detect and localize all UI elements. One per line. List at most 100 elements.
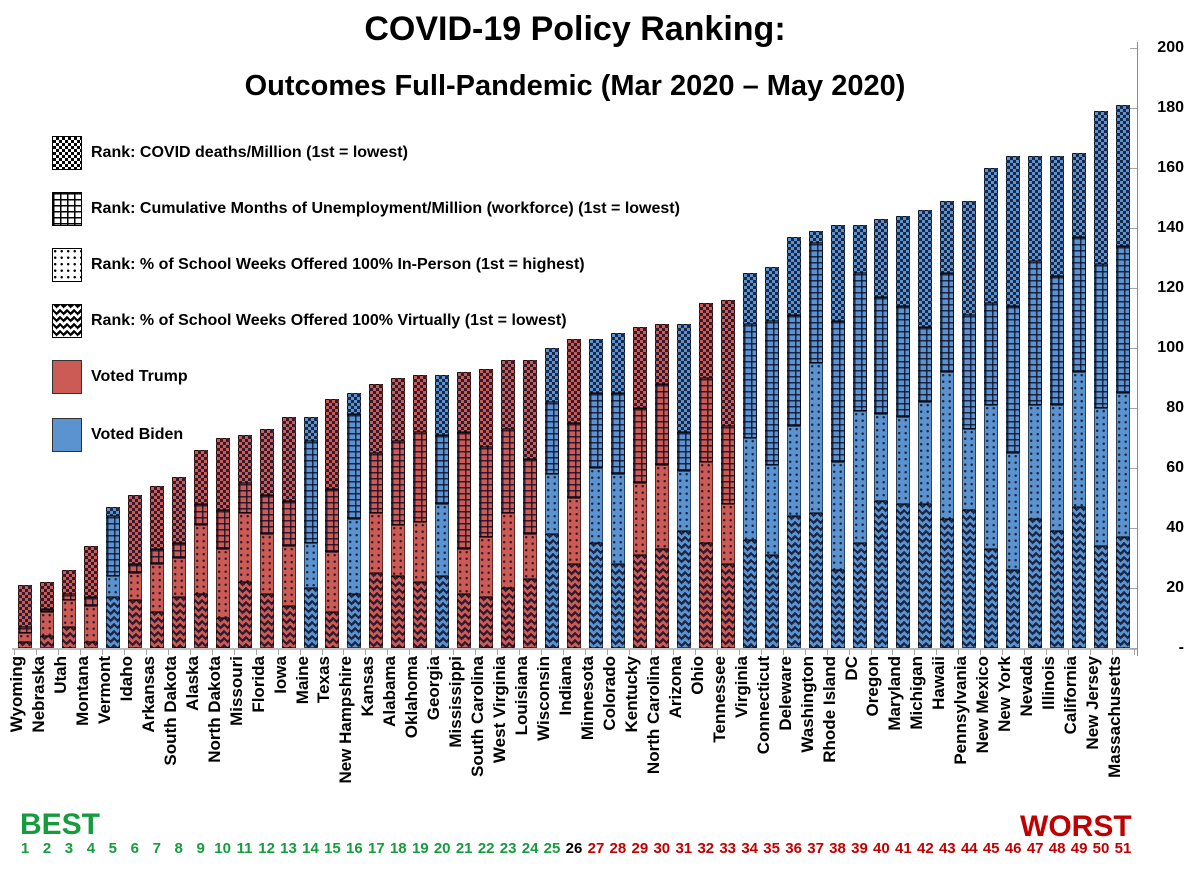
bar-segment-unemployment — [259, 495, 274, 534]
state-label: DC — [841, 656, 861, 681]
bar-segment-unemployment — [435, 435, 450, 504]
x-tick — [475, 649, 477, 655]
rank-number: 21 — [455, 840, 473, 857]
bar-segment-unemployment — [149, 549, 164, 564]
bar-segment-virtual — [457, 594, 472, 648]
x-tick — [123, 649, 125, 655]
state-label: Nevada — [1017, 656, 1037, 717]
bar-segment-unemployment — [171, 543, 186, 558]
bar-segment-virtual — [918, 504, 933, 648]
chart-title: COVID-19 Policy Ranking: — [364, 10, 786, 48]
rank-number: 9 — [196, 840, 205, 857]
state-label: Indiana — [556, 656, 575, 716]
rank-number: 13 — [280, 840, 297, 857]
bar-segment-virtual — [984, 549, 999, 648]
state-label: Louisiana — [512, 656, 532, 736]
bar-segment-virtual — [1094, 546, 1108, 648]
state-label: California — [1061, 656, 1081, 735]
bar-segment-in_person — [1094, 408, 1108, 546]
x-tick — [233, 649, 235, 655]
bar-segment-deaths — [369, 384, 384, 453]
bar-segment-deaths — [523, 360, 538, 459]
bar-segment-virtual — [40, 636, 54, 648]
legend-item-biden: Voted Biden — [52, 418, 183, 452]
bar-segment-in_person — [874, 414, 889, 501]
rank-number: 38 — [829, 840, 846, 857]
bar-segment-unemployment — [676, 432, 691, 471]
bar-segment-deaths — [1050, 156, 1065, 276]
bar-segment-virtual — [61, 627, 76, 648]
state-label: North Carolina — [643, 656, 663, 775]
bar-segment-in_person — [83, 606, 98, 642]
bar-segment-in_person — [347, 519, 362, 594]
bar-segment-in_person — [808, 363, 823, 513]
bar-segment-deaths — [347, 393, 362, 414]
state-label: Utah — [50, 656, 70, 694]
legend-label: Voted Biden — [91, 426, 184, 443]
bar-segment-unemployment — [215, 510, 230, 549]
bar-segment-virtual — [325, 612, 340, 648]
bar-segment-unemployment — [545, 402, 559, 474]
state-label: Virginia — [731, 656, 751, 719]
bar-segment-in_person — [171, 558, 186, 597]
x-tick — [804, 649, 806, 655]
bar-segment-unemployment — [698, 378, 713, 462]
y-tick — [1130, 408, 1137, 409]
y-tick — [1130, 528, 1137, 529]
bar-segment-virtual — [479, 597, 494, 648]
state-label: Hawaii — [929, 656, 949, 710]
bar-segment-in_person — [369, 513, 384, 573]
bar-segment-virtual — [764, 555, 779, 648]
x-tick — [1002, 649, 1004, 655]
bar-segment-unemployment — [83, 597, 98, 606]
rank-number: 45 — [982, 840, 1000, 857]
best-label: BEST — [20, 808, 101, 841]
x-tick — [760, 649, 762, 655]
rank-number: 3 — [64, 840, 74, 857]
rank-number: 28 — [609, 840, 627, 857]
y-tick — [1130, 228, 1137, 229]
bar-segment-deaths — [457, 372, 472, 432]
bar-segment-in_person — [589, 468, 603, 543]
rank-number: 24 — [521, 840, 539, 857]
bar-segment-deaths — [742, 273, 757, 324]
bar-segment-deaths — [171, 477, 186, 543]
bar-segment-deaths — [874, 219, 889, 297]
bar-segment-virtual — [18, 642, 32, 648]
bar-segment-in_person — [1072, 372, 1087, 507]
x-tick — [409, 649, 411, 655]
bar-segment-in_person — [896, 417, 911, 504]
bar-segment-in_person — [632, 483, 647, 555]
bar-segment-in_person — [1028, 405, 1043, 519]
state-label: Texas — [314, 656, 334, 703]
bar-segment-deaths — [215, 438, 230, 510]
rank-number: 5 — [108, 840, 117, 857]
state-label: Washington — [797, 656, 817, 753]
bar-segment-virtual — [215, 618, 230, 648]
bar-segment-deaths — [654, 324, 669, 384]
x-tick — [387, 649, 389, 655]
bar-segment-unemployment — [567, 423, 581, 498]
rank-number: 43 — [938, 840, 956, 857]
bar-segment-virtual — [413, 582, 428, 648]
state-label: West Virginia — [490, 656, 510, 764]
bar-segment-in_person — [676, 471, 691, 531]
bar-segment-in_person — [940, 372, 955, 519]
legend-item-in_person: Rank: % of School Weeks Offered 100% In-… — [52, 248, 585, 282]
bar-segment-virtual — [830, 570, 845, 648]
x-tick — [14, 649, 15, 655]
x-tick — [167, 649, 169, 655]
rank-number: 32 — [697, 840, 715, 857]
state-label: South Dakota — [160, 656, 180, 766]
state-label: Idaho — [116, 656, 136, 702]
virtual-swatch-icon — [52, 304, 82, 338]
bar-segment-unemployment — [369, 453, 384, 513]
rank-number: 7 — [152, 840, 161, 857]
unemployment-swatch-icon — [52, 192, 82, 226]
bar-segment-deaths — [18, 585, 32, 627]
bar-segment-deaths — [896, 216, 911, 306]
bar-segment-deaths — [1006, 156, 1021, 306]
bar-segment-virtual — [1050, 531, 1065, 648]
bar-segment-in_person — [435, 504, 450, 576]
state-label: Maryland — [885, 656, 905, 731]
